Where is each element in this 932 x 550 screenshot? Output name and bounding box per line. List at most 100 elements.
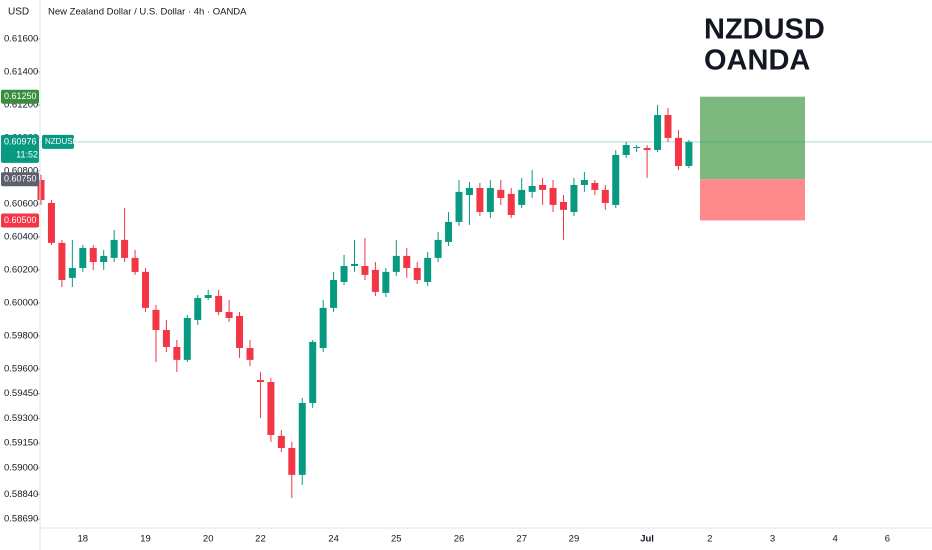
candle-body: [486, 187, 494, 213]
candle-body: [654, 115, 662, 150]
candle-body: [455, 191, 463, 222]
candle-body: [68, 267, 76, 278]
profit-zone: [700, 96, 805, 180]
candle-body: [560, 201, 567, 210]
y-tick-label: 0.61200: [4, 99, 38, 110]
candle-body: [131, 257, 139, 272]
candle-body: [424, 257, 432, 282]
y-tick-label: 0.61400: [4, 66, 38, 77]
watermark-broker: OANDA: [704, 45, 810, 77]
candle-body: [528, 185, 536, 192]
candle-body: [445, 221, 453, 242]
candle-body: [37, 180, 45, 200]
price-label-bg: [1, 134, 39, 163]
symbol-label: NZDUSD: [45, 137, 79, 146]
candle-body: [194, 297, 202, 320]
candle-body: [351, 264, 358, 266]
x-tick-label: 22: [255, 534, 266, 545]
y-tick-label: 0.59000: [4, 462, 38, 473]
countdown-label: 11:52: [16, 149, 38, 159]
x-tick-label: 3: [770, 534, 775, 545]
y-tick-label: 0.59600: [4, 363, 38, 374]
y-tick-label: 0.58690: [4, 514, 38, 525]
candle-body: [497, 189, 505, 198]
candle-body: [183, 317, 191, 360]
candle-body: [685, 141, 693, 166]
candle-body: [465, 187, 473, 196]
candle-body: [277, 435, 285, 448]
candle-body: [58, 242, 66, 281]
y-tick-label: 0.59300: [4, 413, 38, 424]
candle-body: [309, 341, 317, 403]
price-label-bg: [1, 89, 39, 104]
price-label-bg: [1, 213, 39, 228]
chart-title: New Zealand Dollar / U.S. Dollar · 4h · …: [48, 7, 247, 18]
watermark-symbol: NZDUSD: [704, 14, 825, 46]
candle-body: [507, 193, 515, 215]
candle-body: [121, 239, 129, 258]
x-tick-label: 25: [391, 534, 402, 545]
candle-body: [434, 239, 442, 258]
candle-body: [110, 239, 118, 258]
axis-unit: USD: [8, 7, 29, 18]
candle-body: [246, 347, 254, 360]
y-tick-label: 0.59150: [4, 438, 38, 449]
candle-body: [47, 202, 55, 243]
x-tick-label: 29: [569, 534, 580, 545]
candle-body: [215, 296, 223, 313]
candle-body: [340, 265, 348, 282]
candle-body: [256, 379, 264, 382]
y-tick-label: 0.60200: [4, 264, 38, 275]
candle-body: [549, 187, 557, 205]
candle-body: [518, 189, 526, 205]
candle-body: [298, 402, 306, 475]
candle-body: [476, 187, 484, 213]
candle-body: [643, 148, 651, 150]
candle-body: [539, 184, 547, 190]
candle-body: [674, 137, 682, 166]
candle-body: [142, 271, 149, 308]
price-label-bg: [1, 172, 39, 187]
candle-body: [570, 184, 578, 213]
price-label: 0.60976: [4, 136, 37, 146]
x-tick-label: 27: [516, 534, 527, 545]
x-tick-label: Jul: [640, 534, 654, 545]
candle-body: [622, 145, 630, 155]
y-tick-label: 0.59450: [4, 388, 38, 399]
y-tick-label: 0.61600: [4, 33, 38, 44]
candle-body: [267, 381, 275, 435]
y-tick-label: 0.60000: [4, 297, 38, 308]
candle-body: [173, 346, 181, 360]
x-tick-label: 18: [78, 534, 89, 545]
y-tick-label: 0.59800: [4, 330, 38, 341]
candle-body: [225, 312, 233, 318]
candle-body: [236, 315, 244, 348]
x-tick-label: 2: [707, 534, 712, 545]
candle-body: [601, 189, 609, 203]
price-label: 0.61250: [4, 91, 37, 101]
loss-zone: [700, 179, 805, 221]
candle-body: [413, 267, 421, 281]
candle-body: [403, 255, 411, 268]
candle-body: [288, 447, 296, 475]
y-tick-label: 0.58840: [4, 489, 38, 500]
x-tick-label: 26: [454, 534, 465, 545]
candle-body: [204, 295, 212, 298]
candle-body: [152, 309, 160, 330]
candle-body: [382, 271, 390, 293]
y-tick-label: 0.60600: [4, 198, 38, 209]
candle-body: [612, 154, 620, 205]
candle-body: [319, 307, 327, 348]
y-tick-label: 0.60400: [4, 231, 38, 242]
candle-body: [89, 247, 97, 263]
candle-body: [79, 247, 87, 268]
symbol-label-bg: [42, 134, 74, 149]
candle-body: [591, 182, 599, 190]
x-tick-label: 6: [885, 534, 890, 545]
candle-body: [162, 330, 170, 347]
candle-body: [392, 255, 400, 272]
price-label: 0.60750: [4, 174, 37, 184]
x-tick-label: 4: [833, 534, 838, 545]
